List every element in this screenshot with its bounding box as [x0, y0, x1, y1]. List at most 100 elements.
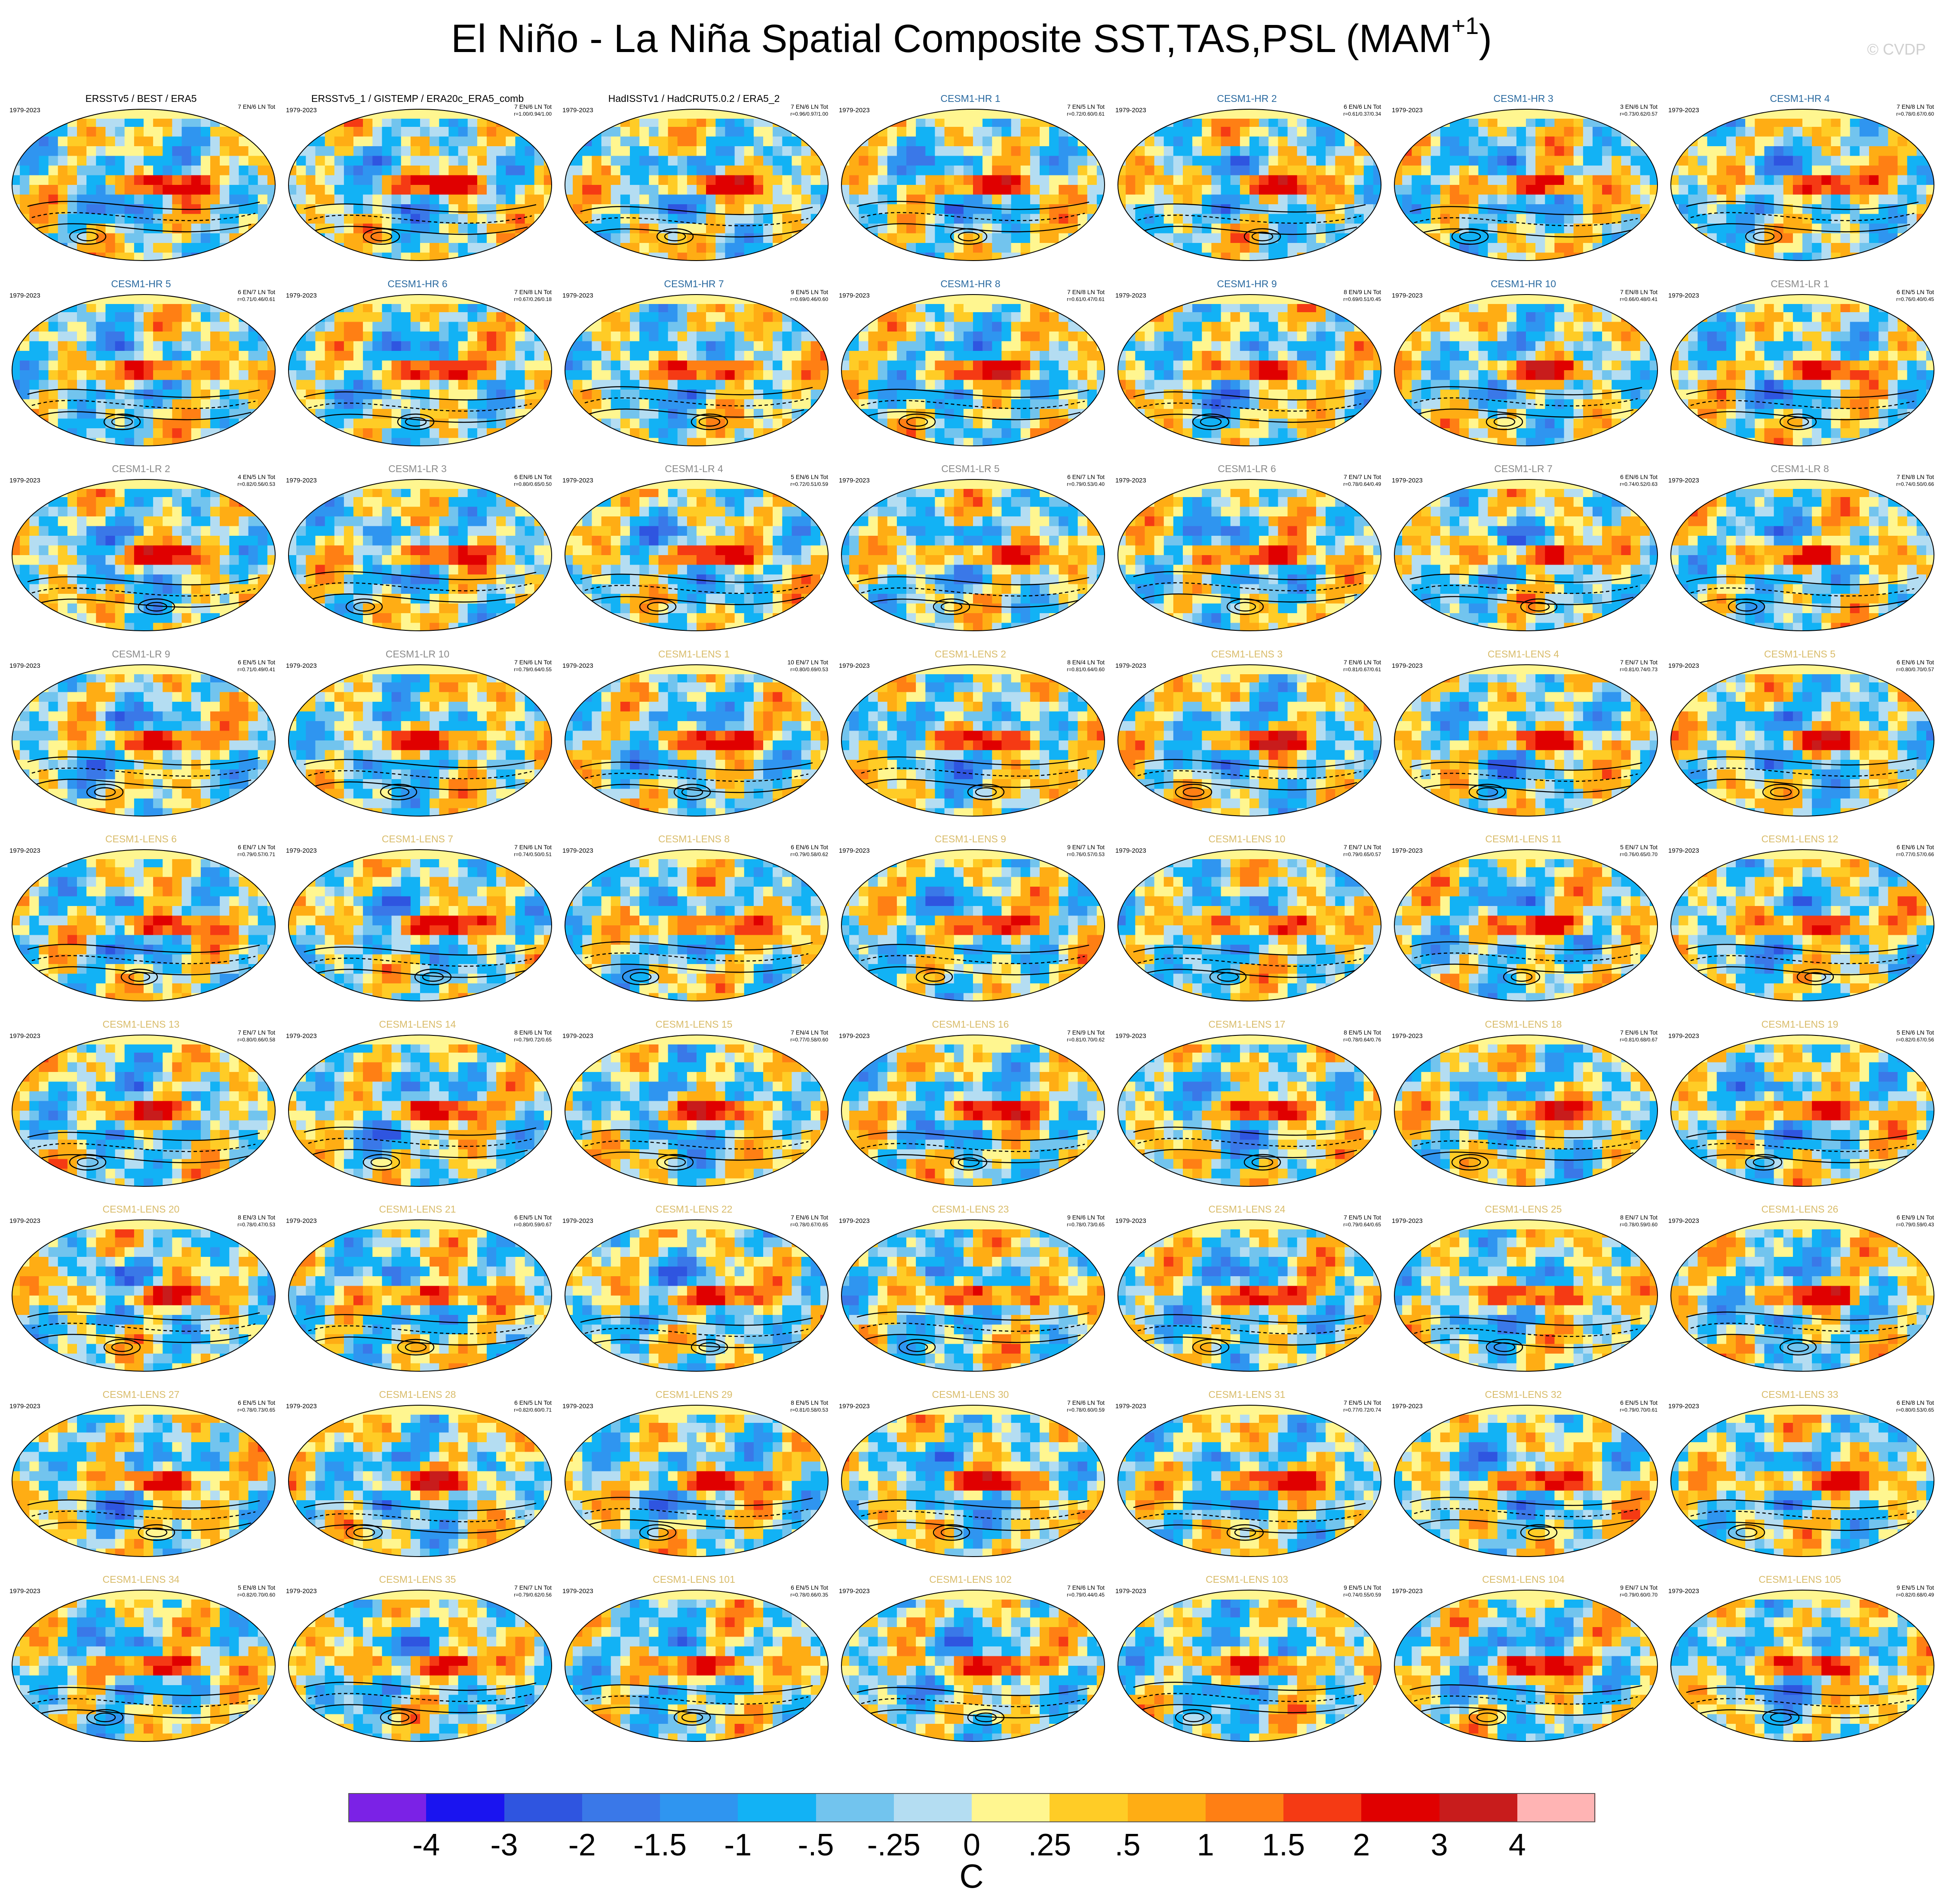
map-panel: CESM1-LR 7 1979-2023 6 EN/6 LN Tot r=0.74/0… [1386, 456, 1661, 640]
composite-map [12, 1034, 276, 1187]
colorbar-tick-label: 0 [963, 1827, 980, 1863]
panel-period: 1979-2023 [562, 847, 593, 854]
colorbar-swatch [426, 1793, 504, 1822]
composite-map [565, 1034, 829, 1187]
panel-pattern-correlation: r=1.00/0.94/1.00 [514, 111, 552, 117]
panel-event-count: 7 EN/5 LN Tot [1344, 1399, 1381, 1406]
colorbar-tick-label: 4 [1509, 1827, 1526, 1863]
panel-event-count: 7 EN/7 LN Tot [1620, 659, 1658, 666]
panel-period: 1979-2023 [1392, 847, 1423, 854]
panel-title: CESM1-LENS 20 [3, 1204, 279, 1215]
panel-title: CESM1-LENS 11 [1386, 833, 1661, 845]
panel-pattern-correlation: r=0.78/0.67/0.65 [790, 1222, 828, 1228]
panel-title: ERSSTv5_1 / GISTEMP / ERA20c_ERA5_comb [280, 93, 555, 104]
panel-pattern-correlation: r=0.78/0.64/0.76 [1343, 1037, 1381, 1043]
panel-event-count: 5 EN/6 LN Tot [1897, 1029, 1934, 1036]
panel-period: 1979-2023 [839, 107, 870, 114]
panel-period: 1979-2023 [1392, 477, 1423, 484]
panel-period: 1979-2023 [286, 847, 317, 854]
panel-pattern-correlation: r=0.81/0.64/0.60 [1067, 666, 1105, 673]
panel-title: CESM1-LENS 12 [1662, 833, 1937, 845]
panel-title: CESM1-LENS 7 [280, 833, 555, 845]
panel-period: 1979-2023 [9, 847, 40, 854]
panel-event-count: 6 EN/9 LN Tot [1897, 1214, 1934, 1221]
map-panel: CESM1-LENS 101 1979-2023 6 EN/5 LN Tot r=0.… [556, 1567, 832, 1751]
panel-pattern-correlation: r=0.81/0.68/0.67 [1620, 1037, 1658, 1043]
colorbar-swatch [660, 1793, 738, 1822]
panel-period: 1979-2023 [9, 1588, 40, 1595]
map-panel: CESM1-LR 6 1979-2023 7 EN/7 LN Tot r=0.78/0… [1109, 456, 1384, 640]
panel-pattern-correlation: r=0.79/0.58/0.62 [790, 851, 828, 857]
panel-period: 1979-2023 [1115, 1032, 1146, 1040]
colorbar-tick-labels: -4 -3 -2 -1.5 -1 -.5 -.25 0 .25 .5 1 1.5 2 3 4 [0, 1827, 1943, 1866]
panel-event-count: 5 EN/6 LN Tot [791, 473, 828, 480]
panel-period: 1979-2023 [286, 1217, 317, 1225]
map-panel: CESM1-LENS 25 1979-2023 8 EN/7 LN Tot r=0.7… [1386, 1197, 1661, 1381]
panel-pattern-correlation: r=0.76/0.65/0.70 [1620, 851, 1658, 857]
map-panel: CESM1-LR 8 1979-2023 7 EN/8 LN Tot r=0.74/0… [1662, 456, 1937, 640]
panel-event-count: 3 EN/6 LN Tot [1620, 103, 1658, 110]
composite-map [288, 479, 552, 631]
panel-pattern-correlation: r=0.79/0.64/0.55 [514, 666, 552, 673]
map-panel: CESM1-LENS 15 1979-2023 7 EN/4 LN Tot r=0.7… [556, 1012, 832, 1196]
panel-title: CESM1-LENS 35 [280, 1574, 555, 1585]
panel-title: CESM1-LENS 5 [1662, 648, 1937, 660]
composite-map [1117, 109, 1381, 261]
panel-pattern-correlation: r=0.81/0.58/0.53 [790, 1407, 828, 1413]
panel-event-count: 7 EN/7 LN Tot [514, 1584, 552, 1591]
panel-pattern-correlation: r=0.78/0.73/0.65 [1067, 1222, 1105, 1228]
composite-map [1117, 1219, 1381, 1372]
panel-event-count: 4 EN/5 LN Tot [238, 473, 275, 480]
map-panel: CESM1-HR 7 1979-2023 9 EN/5 LN Tot r=0.69/0… [556, 271, 832, 455]
panel-period: 1979-2023 [839, 477, 870, 484]
watermark: © CVDP [1867, 40, 1926, 58]
panel-event-count: 6 EN/6 LN Tot [1344, 103, 1381, 110]
panel-title: CESM1-LR 5 [833, 463, 1108, 475]
composite-map [288, 849, 552, 1001]
composite-map [12, 1590, 276, 1742]
panel-event-count: 7 EN/6 LN Tot [791, 1214, 828, 1221]
composite-map [288, 294, 552, 446]
panel-title: CESM1-LENS 25 [1386, 1204, 1661, 1215]
panel-pattern-correlation: r=0.72/0.60/0.61 [1067, 111, 1105, 117]
panel-period: 1979-2023 [1115, 662, 1146, 669]
composite-map [1117, 1034, 1381, 1187]
panel-period: 1979-2023 [839, 292, 870, 299]
panel-pattern-correlation: r=0.78/0.47/0.53 [237, 1222, 275, 1228]
panel-pattern-correlation: r=0.79/0.60/0.70 [1620, 1592, 1658, 1598]
panel-event-count: 6 EN/7 LN Tot [1067, 473, 1105, 480]
panel-event-count: 6 EN/5 LN Tot [514, 1214, 552, 1221]
map-panel: CESM1-LENS 1 1979-2023 10 EN/7 LN Tot r=0.8… [556, 642, 832, 826]
panel-pattern-correlation: r=0.80/0.70/0.57 [1896, 666, 1934, 673]
panel-title: CESM1-LENS 1 [556, 648, 832, 660]
map-panel: CESM1-LENS 12 1979-2023 6 EN/6 LN Tot r=0.7… [1662, 826, 1937, 1010]
panel-period: 1979-2023 [562, 107, 593, 114]
panel-title: CESM1-HR 8 [833, 278, 1108, 290]
panel-event-count: 7 EN/6 LN Tot [1067, 1584, 1105, 1591]
panel-pattern-correlation: r=0.79/0.44/0.45 [1067, 1592, 1105, 1598]
panel-event-count: 6 EN/5 LN Tot [238, 659, 275, 666]
composite-map [565, 294, 829, 446]
panel-event-count: 7 EN/8 LN Tot [1897, 473, 1934, 480]
panel-pattern-correlation: r=0.77/0.58/0.60 [790, 1037, 828, 1043]
colorbar-tick-label: 2 [1353, 1827, 1370, 1863]
panel-period: 1979-2023 [839, 1588, 870, 1595]
panel-period: 1979-2023 [9, 1032, 40, 1040]
panel-event-count: 7 EN/4 LN Tot [791, 1029, 828, 1036]
composite-map [1670, 1404, 1934, 1557]
panel-event-count: 9 EN/7 LN Tot [1067, 844, 1105, 851]
map-panel: CESM1-LR 10 1979-2023 7 EN/6 LN Tot r=0.79/… [280, 642, 555, 826]
colorbar-swatch [893, 1793, 972, 1822]
map-panel: CESM1-LENS 31 1979-2023 7 EN/5 LN Tot r=0.7… [1109, 1382, 1384, 1566]
panel-title: CESM1-LENS 31 [1109, 1389, 1384, 1400]
panel-pattern-correlation: r=0.79/0.62/0.56 [514, 1592, 552, 1598]
panel-period: 1979-2023 [1668, 847, 1699, 854]
panel-title: CESM1-HR 5 [3, 278, 279, 290]
panel-pattern-correlation: r=0.78/0.60/0.59 [1067, 1407, 1105, 1413]
composite-map [288, 1404, 552, 1557]
composite-map [12, 294, 276, 446]
panel-title: CESM1-LENS 2 [833, 648, 1108, 660]
panel-event-count: 6 EN/6 LN Tot [1620, 473, 1658, 480]
composite-map [841, 109, 1105, 261]
map-panel: CESM1-LENS 104 1979-2023 9 EN/7 LN Tot r=0.… [1386, 1567, 1661, 1751]
